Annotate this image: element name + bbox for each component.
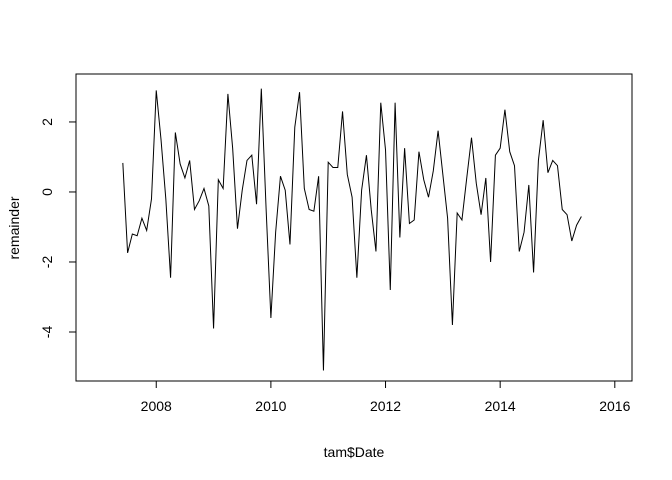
x-tick-label: 2016 xyxy=(599,398,630,414)
x-tick-label: 2012 xyxy=(370,398,401,414)
x-axis-label: tam$Date xyxy=(324,444,385,460)
y-tick-label: 2 xyxy=(39,118,55,126)
y-tick-label: 0 xyxy=(39,188,55,196)
y-tick-label: -2 xyxy=(39,256,55,269)
x-tick-label: 2014 xyxy=(485,398,516,414)
y-tick-label: -4 xyxy=(39,326,55,339)
line-series xyxy=(122,88,582,371)
x-tick-label: 2010 xyxy=(255,398,286,414)
y-axis-label: remainder xyxy=(6,196,22,259)
x-tick-label: 2008 xyxy=(141,398,172,414)
